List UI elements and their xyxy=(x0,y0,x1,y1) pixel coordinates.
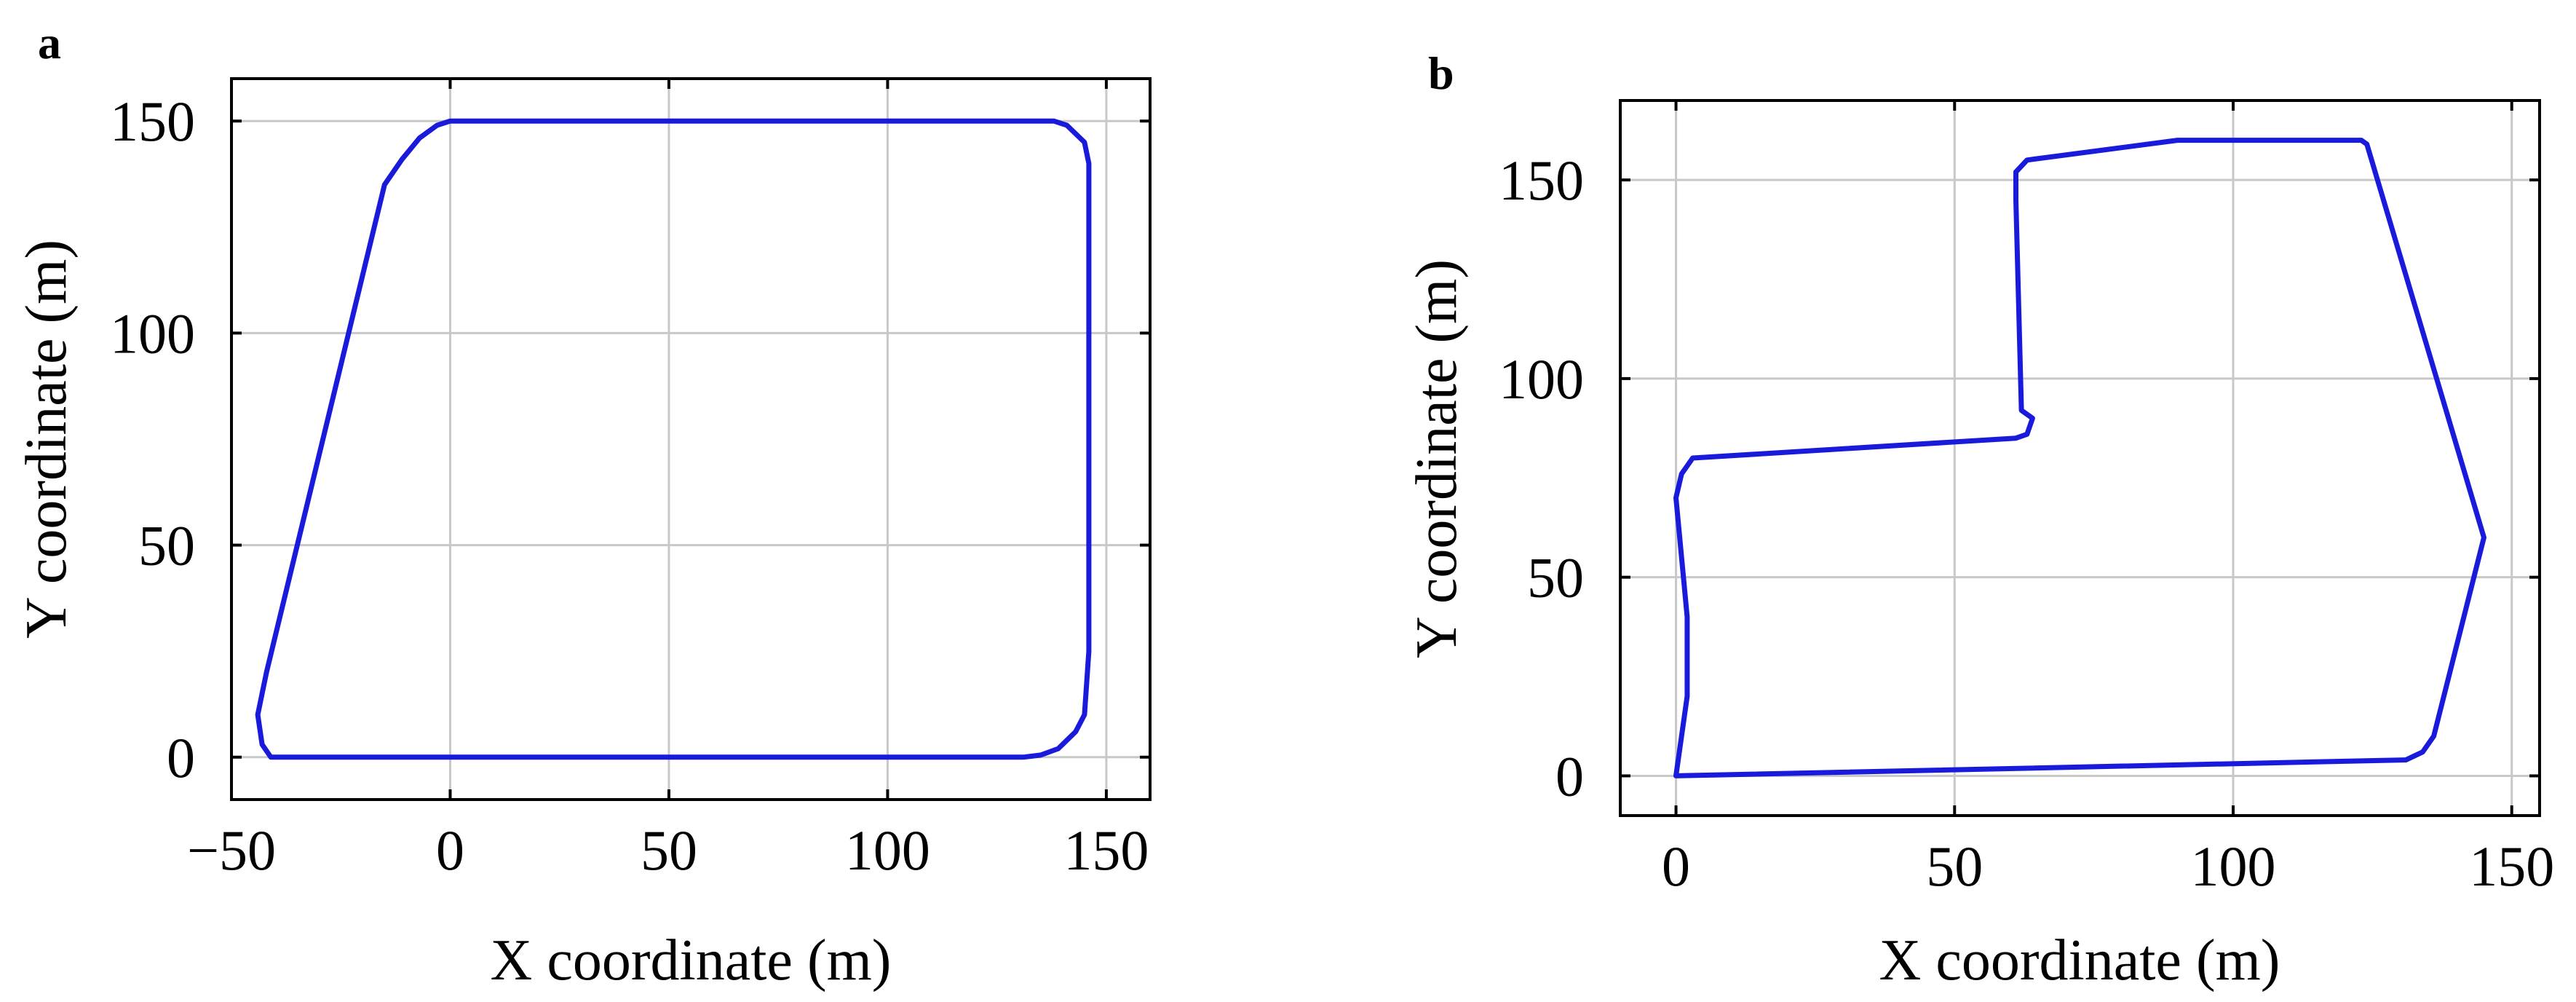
y-axis-title-a: Y coordinate (m) xyxy=(15,240,79,639)
panel-label-a: a xyxy=(38,17,61,68)
x-tick-labels-b: 0 50 100 150 xyxy=(1662,835,2554,898)
y-tick-label-b-0: 0 xyxy=(1555,744,1584,808)
y-tick-label-a-1: 50 xyxy=(138,514,195,577)
x-tick-label-b-1: 50 xyxy=(1926,835,1983,898)
trajectory-line-a xyxy=(255,118,1092,760)
y-tick-label-b-3: 150 xyxy=(1499,149,1584,212)
series-a xyxy=(255,118,1092,760)
y-tick-labels-b: 0 50 100 150 xyxy=(1499,149,1584,808)
x-tick-labels-a: −50 0 50 100 150 xyxy=(187,818,1149,882)
plot-frame-b xyxy=(1619,99,2541,817)
panel-b: b 0 50 100 150 0 50 100 150 X coordinate (m) Y… xyxy=(1405,47,2554,993)
x-tick-label-a-3: 100 xyxy=(845,818,930,882)
y-axis-title-b: Y coordinate (m) xyxy=(1405,259,1469,658)
x-axis-title-b: X coordinate (m) xyxy=(1879,928,2280,993)
x-tick-label-b-3: 150 xyxy=(2469,835,2554,898)
trajectory-line-b xyxy=(1673,138,2486,778)
ticks-b xyxy=(1620,100,2540,816)
x-tick-label-a-2: 50 xyxy=(641,818,697,882)
panel-label-b: b xyxy=(1428,47,1454,99)
series-b xyxy=(1673,138,2486,778)
y-tick-labels-a: 0 50 100 150 xyxy=(110,90,195,789)
grid-a xyxy=(230,79,1150,800)
grid-b xyxy=(1620,100,2540,816)
x-tick-label-a-0: −50 xyxy=(187,818,276,882)
x-tick-label-a-1: 0 xyxy=(436,818,464,882)
plot-frame-a xyxy=(230,77,1152,801)
x-tick-label-b-0: 0 xyxy=(1662,835,1690,898)
x-tick-label-a-4: 150 xyxy=(1063,818,1149,882)
y-tick-label-a-3: 150 xyxy=(110,90,195,153)
y-tick-label-b-1: 50 xyxy=(1527,546,1584,610)
x-axis-title-a: X coordinate (m) xyxy=(491,928,892,993)
ticks-a xyxy=(230,79,1150,800)
y-tick-label-a-0: 0 xyxy=(167,726,195,789)
y-tick-label-a-2: 100 xyxy=(110,301,195,365)
x-tick-label-b-2: 100 xyxy=(2191,835,2276,898)
y-tick-label-b-2: 100 xyxy=(1499,347,1584,411)
panel-a: a −50 0 50 100 150 0 50 100 150 X coordinate (m… xyxy=(15,17,1152,993)
